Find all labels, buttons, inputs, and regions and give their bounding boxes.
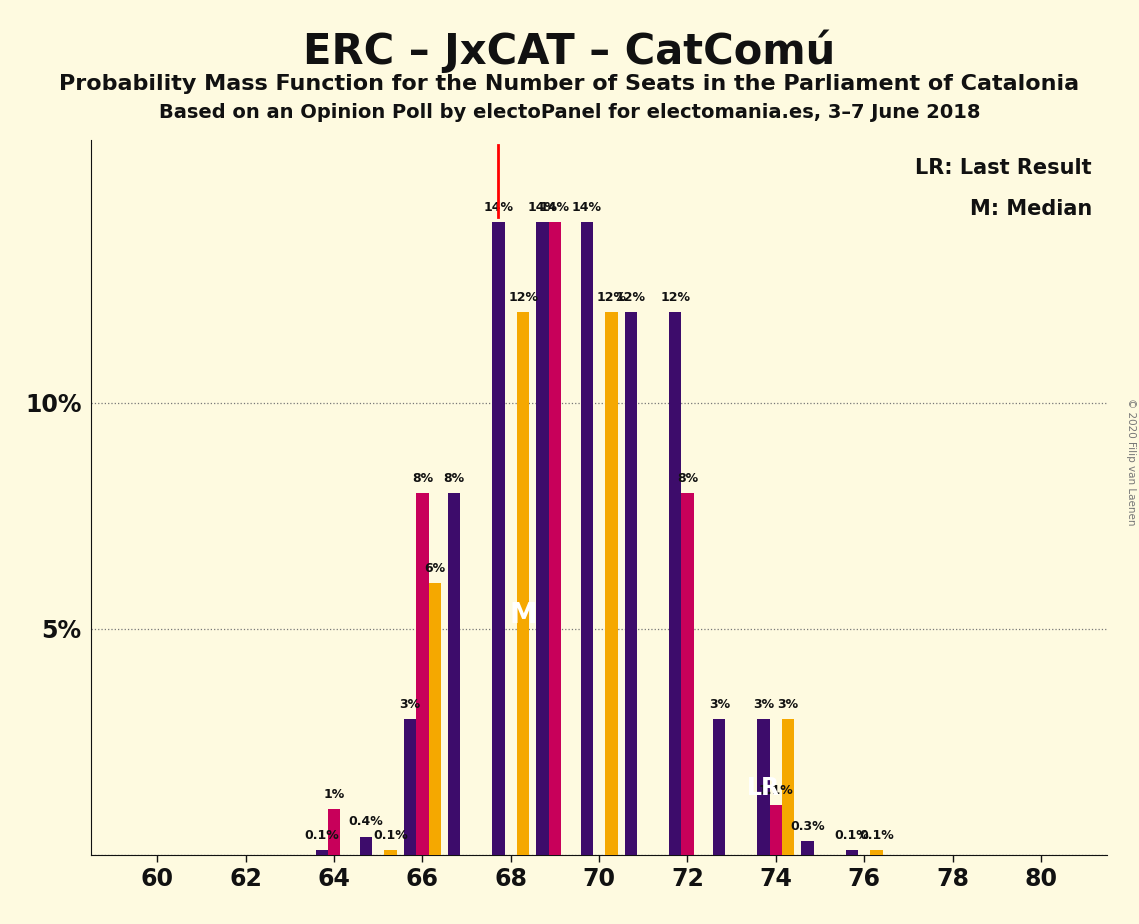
Bar [770,805,782,855]
Bar [492,222,505,855]
Text: 14%: 14% [483,201,514,213]
Text: 12%: 12% [597,291,626,304]
Text: Based on an Opinion Poll by electoPanel for electomania.es, 3–7 June 2018: Based on an Opinion Poll by electoPanel … [158,103,981,123]
Text: 3%: 3% [400,698,420,711]
Text: 3%: 3% [753,698,775,711]
Text: 0.1%: 0.1% [859,829,894,842]
Text: 12%: 12% [508,291,538,304]
Text: 6%: 6% [424,563,445,576]
Text: 14%: 14% [527,201,558,213]
Bar [713,719,726,855]
Bar [517,312,530,855]
Bar [536,222,549,855]
Bar [549,222,562,855]
Text: LR: Last Result: LR: Last Result [916,158,1092,178]
Text: 14%: 14% [572,201,601,213]
Text: M: M [509,601,536,628]
Bar [385,850,396,855]
Text: 8%: 8% [444,472,465,485]
Bar [757,719,770,855]
Text: LR: LR [747,776,780,800]
Text: 1%: 1% [323,788,345,801]
Bar [316,850,328,855]
Text: 12%: 12% [616,291,646,304]
Text: ERC – JxCAT – CatComú: ERC – JxCAT – CatComú [303,30,836,73]
Text: M: Median: M: Median [969,199,1092,219]
Text: 3%: 3% [778,698,798,711]
Bar [605,312,617,855]
Text: 8%: 8% [677,472,698,485]
Text: 0.3%: 0.3% [790,820,825,833]
Text: 0.1%: 0.1% [835,829,869,842]
Text: 14%: 14% [540,201,570,213]
Text: 1.1%: 1.1% [759,784,793,796]
Bar [416,493,428,855]
Bar [669,312,681,855]
Bar [428,583,441,855]
Text: 12%: 12% [661,291,690,304]
Text: 0.1%: 0.1% [374,829,408,842]
Bar [782,719,794,855]
Text: 0.1%: 0.1% [304,829,339,842]
Text: 0.4%: 0.4% [349,816,383,829]
Bar [802,841,813,855]
Text: 3%: 3% [708,698,730,711]
Text: Probability Mass Function for the Number of Seats in the Parliament of Catalonia: Probability Mass Function for the Number… [59,74,1080,94]
Text: 8%: 8% [412,472,433,485]
Bar [404,719,416,855]
Bar [360,836,372,855]
Text: © 2020 Filip van Laenen: © 2020 Filip van Laenen [1126,398,1136,526]
Bar [870,850,883,855]
Bar [845,850,858,855]
Bar [448,493,460,855]
Bar [581,222,593,855]
Bar [624,312,637,855]
Bar [681,493,694,855]
Bar [328,809,341,855]
